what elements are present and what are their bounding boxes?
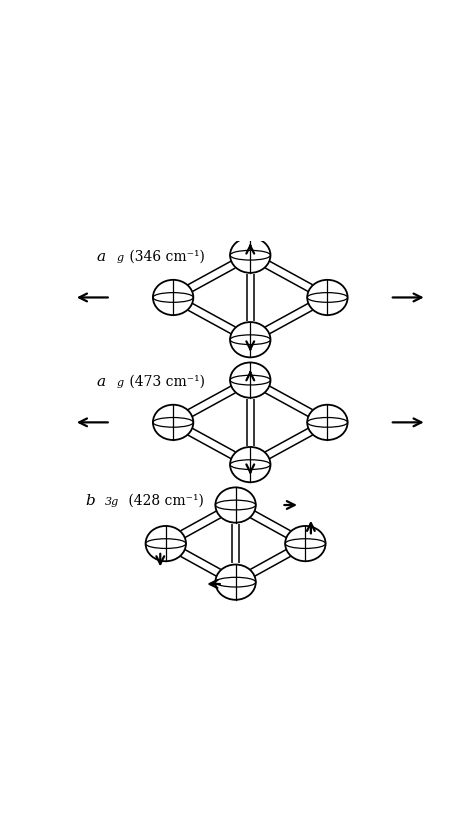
Ellipse shape: [307, 280, 347, 315]
Text: g: g: [116, 377, 123, 387]
Text: (428 cm⁻¹): (428 cm⁻¹): [124, 494, 203, 508]
Text: a: a: [96, 249, 105, 264]
Ellipse shape: [215, 564, 256, 600]
Ellipse shape: [146, 526, 186, 561]
Text: 3g: 3g: [105, 497, 119, 507]
Ellipse shape: [307, 405, 347, 440]
Text: b: b: [85, 494, 95, 508]
Text: (473 cm⁻¹): (473 cm⁻¹): [125, 375, 205, 389]
Text: a: a: [96, 375, 105, 389]
Ellipse shape: [230, 322, 271, 357]
Ellipse shape: [230, 447, 271, 482]
Ellipse shape: [230, 363, 271, 398]
Text: (346 cm⁻¹): (346 cm⁻¹): [125, 249, 205, 264]
Ellipse shape: [153, 280, 193, 315]
Ellipse shape: [285, 526, 326, 561]
Ellipse shape: [215, 487, 256, 522]
Ellipse shape: [153, 405, 193, 440]
Text: g: g: [116, 253, 123, 263]
Ellipse shape: [230, 238, 271, 273]
